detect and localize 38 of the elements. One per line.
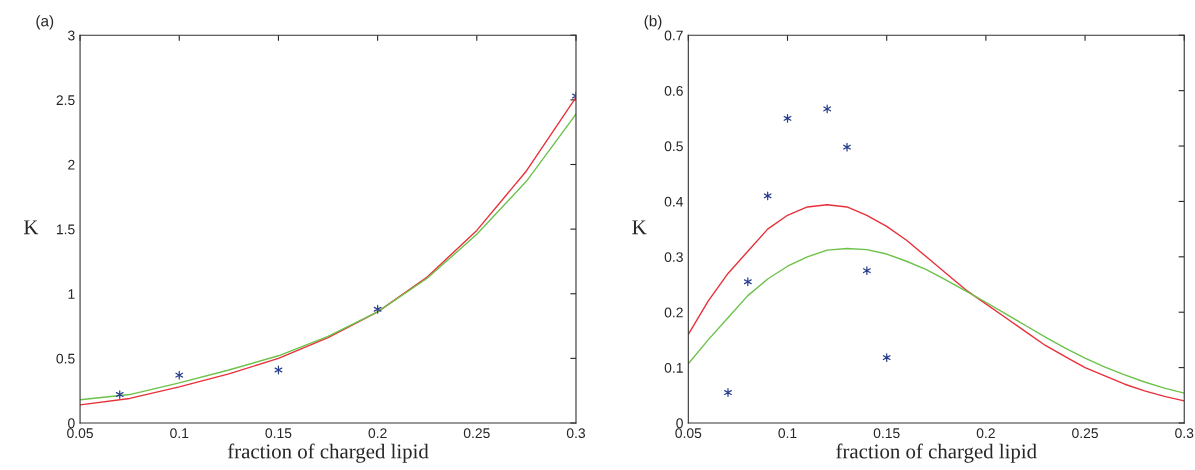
y-tick-label: 0: [68, 418, 75, 429]
y-tick-label: 0.3: [664, 252, 683, 262]
x-tick-label: 0.15: [873, 428, 900, 439]
y-tick-label: 0.5: [664, 141, 683, 152]
x-tick-label: 0.3: [566, 428, 586, 439]
chart-title: (b): [644, 15, 662, 30]
point: [115, 390, 124, 399]
y-tick-label: 0.6: [664, 85, 683, 96]
line-series: [688, 247, 1185, 394]
x-tick-label: 0.1: [778, 428, 797, 439]
y-tick-label: 1.5: [56, 224, 75, 235]
line-series: [688, 204, 1185, 402]
y-tick-label: 0: [676, 418, 683, 429]
x-tick-label: 0.05: [67, 428, 93, 439]
x-axis-title: fraction of charged lipid: [227, 443, 429, 463]
y-tick-label: 0.5: [56, 353, 75, 364]
y-tick-label: 1: [68, 289, 75, 299]
y-tick-label: 0.4: [664, 196, 684, 207]
x-tick-label: 0.05: [675, 428, 702, 439]
y-tick-label: 2.5: [56, 95, 75, 106]
x-tick-label: 0.25: [1072, 428, 1098, 439]
y-axis-title: K: [23, 220, 39, 235]
chart-title: (a): [36, 15, 54, 30]
x-tick-label: 0.1: [170, 428, 189, 439]
y-tick-label: 0.2: [664, 307, 683, 318]
x-tick-label: 0.2: [368, 428, 387, 439]
y-tick-label: 3: [68, 30, 75, 41]
x-tick-label: 0.25: [463, 428, 490, 439]
x-tick-label: 0.3: [1175, 428, 1194, 439]
point: [373, 304, 382, 314]
x-tick-label: 0.15: [265, 428, 292, 439]
point: [175, 370, 184, 380]
y-tick-label: 0.1: [664, 362, 683, 373]
y-axis-title: K: [632, 220, 647, 235]
y-tick-label: 2: [68, 159, 75, 170]
x-axis-title: fraction of charged lipid: [836, 443, 1037, 463]
x-tick-label: 0.2: [976, 428, 995, 439]
y-tick-label: 0.7: [664, 30, 683, 41]
